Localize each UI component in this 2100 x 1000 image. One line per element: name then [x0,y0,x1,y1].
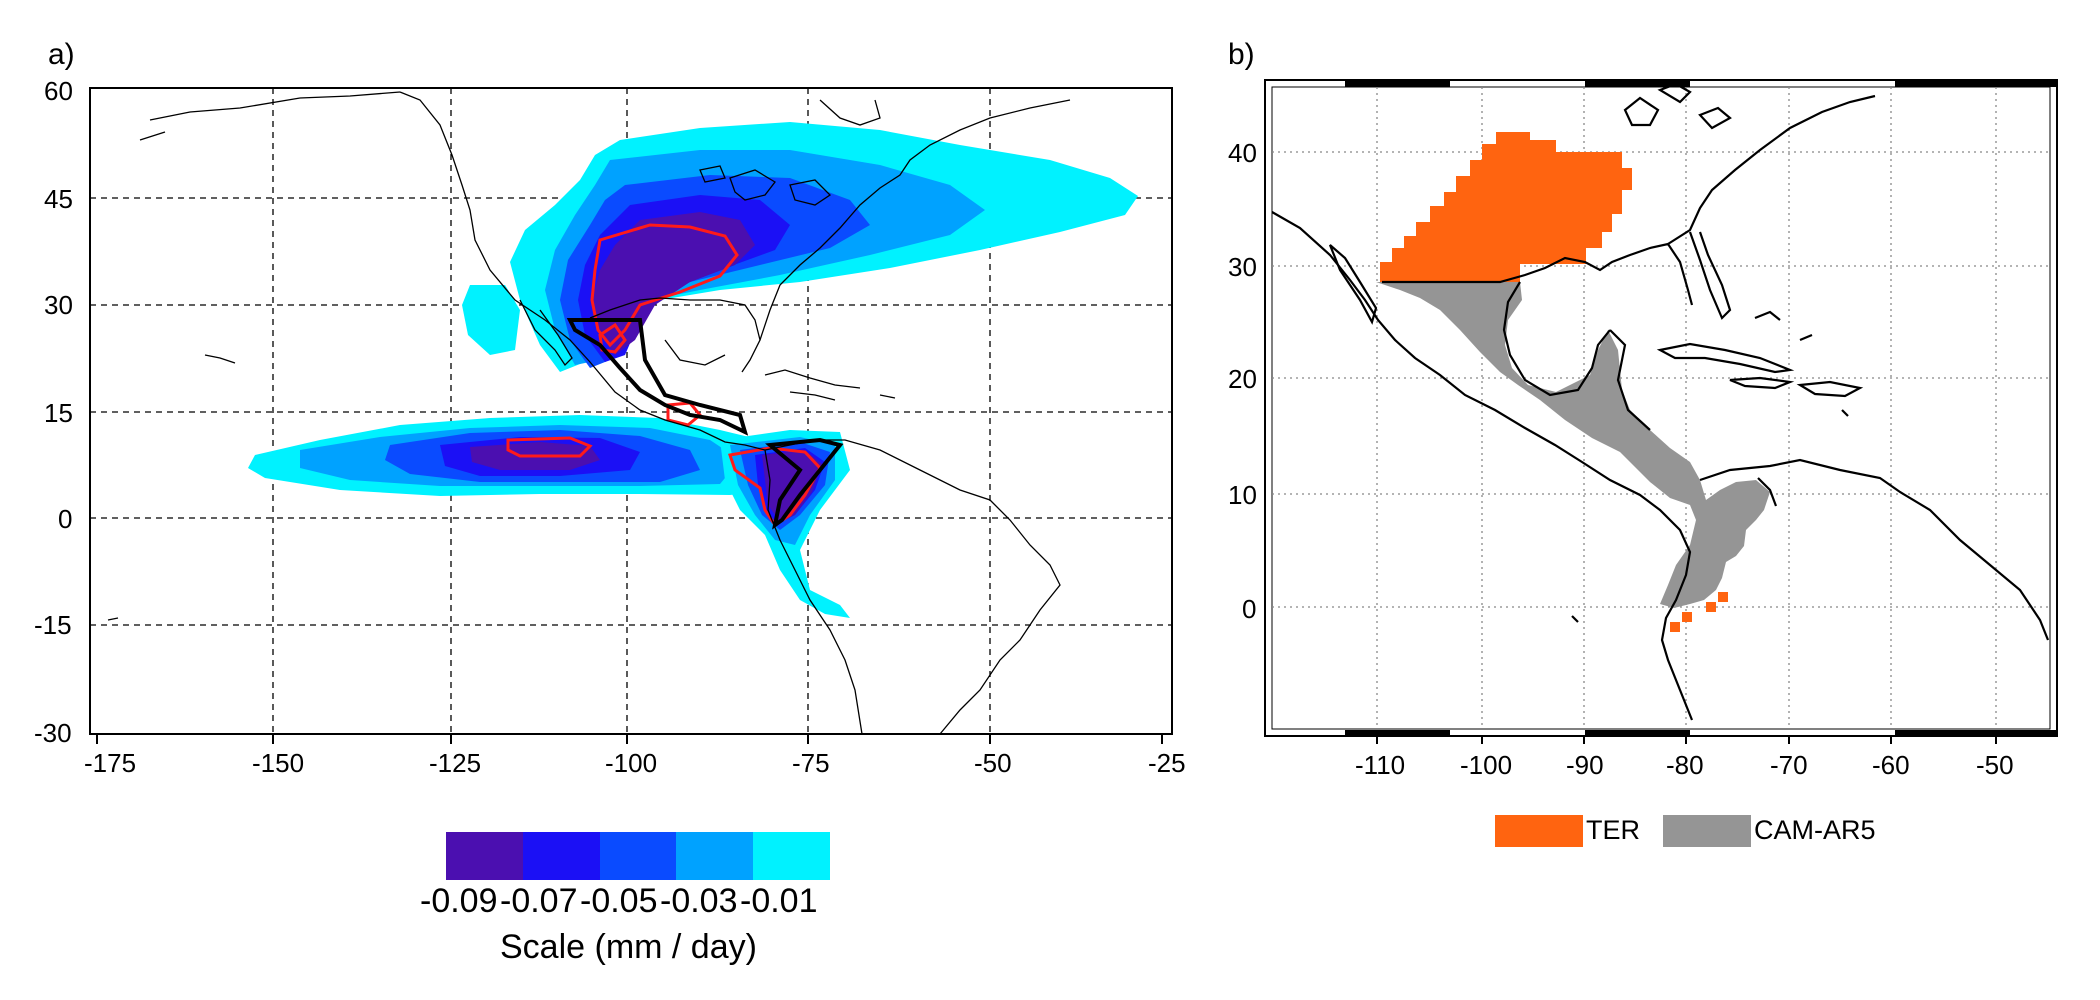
y-tick: 20 [1228,364,1257,394]
coastlines [107,91,1071,735]
panel-b-border-ticks [1345,81,2057,736]
colorbar-title: Scale (mm / day) [500,928,757,966]
panel-a-label: a) [48,38,75,71]
x-tick: -75 [792,748,830,778]
colorbar-tick-label: -0.07 [500,882,578,920]
y-tick: 10 [1228,480,1257,510]
x-tick: -90 [1566,750,1604,780]
x-tick: -50 [1976,750,2014,780]
colorbar-tick-label: -0.09 [420,882,498,920]
legend-swatch-cam-ar5 [1663,815,1751,847]
x-tick: -70 [1770,750,1808,780]
x-tick: -25 [1148,748,1186,778]
legend-swatch-ter [1495,815,1583,847]
domain-outline [566,318,844,530]
y-tick: 0 [1242,594,1257,624]
legend-label-ter: TER [1586,815,1640,845]
colorbar-tick-label: -0.05 [580,882,658,920]
panel-b-axis-ticks [1376,736,1997,744]
x-tick: -100 [1460,750,1513,780]
y-tick: 30 [1228,252,1257,282]
colorbar-segment [676,832,754,880]
y-tick: 15 [44,398,73,428]
x-tick: -110 [1355,750,1406,780]
colorbar-segment [599,832,677,880]
colorbar [446,832,830,880]
x-tick: -125 [429,748,482,778]
y-tick: 30 [44,290,73,320]
y-tick: 0 [58,504,73,534]
x-tick: -100 [605,748,658,778]
y-tick: 45 [44,184,73,214]
ter-region [1380,132,1632,282]
colorbar-segment [522,832,600,880]
y-tick: 40 [1228,138,1257,168]
ter-cells-south [1670,592,1728,632]
x-tick: -60 [1872,750,1910,780]
x-tick: -50 [974,748,1012,778]
panel-b-label: b) [1228,38,1255,71]
precipitation-anomaly-shading [248,122,1138,618]
x-tick: -175 [84,748,137,778]
panel-b-coastlines [1271,82,2050,721]
x-tick: -150 [252,748,305,778]
colorbar-tick-label: -0.01 [740,882,818,920]
colorbar-tick-label: -0.03 [660,882,738,920]
colorbar-segment [753,832,830,880]
y-tick: 60 [44,76,73,106]
x-tick: -80 [1666,750,1704,780]
panel-b-frame [1264,79,2058,737]
panel-a-axis-ticks [96,734,1163,744]
y-tick: -30 [34,718,72,748]
colorbar-segment [446,832,523,880]
y-tick: -15 [34,610,72,640]
legend-label-cam-ar5: CAM-AR5 [1754,815,1876,845]
